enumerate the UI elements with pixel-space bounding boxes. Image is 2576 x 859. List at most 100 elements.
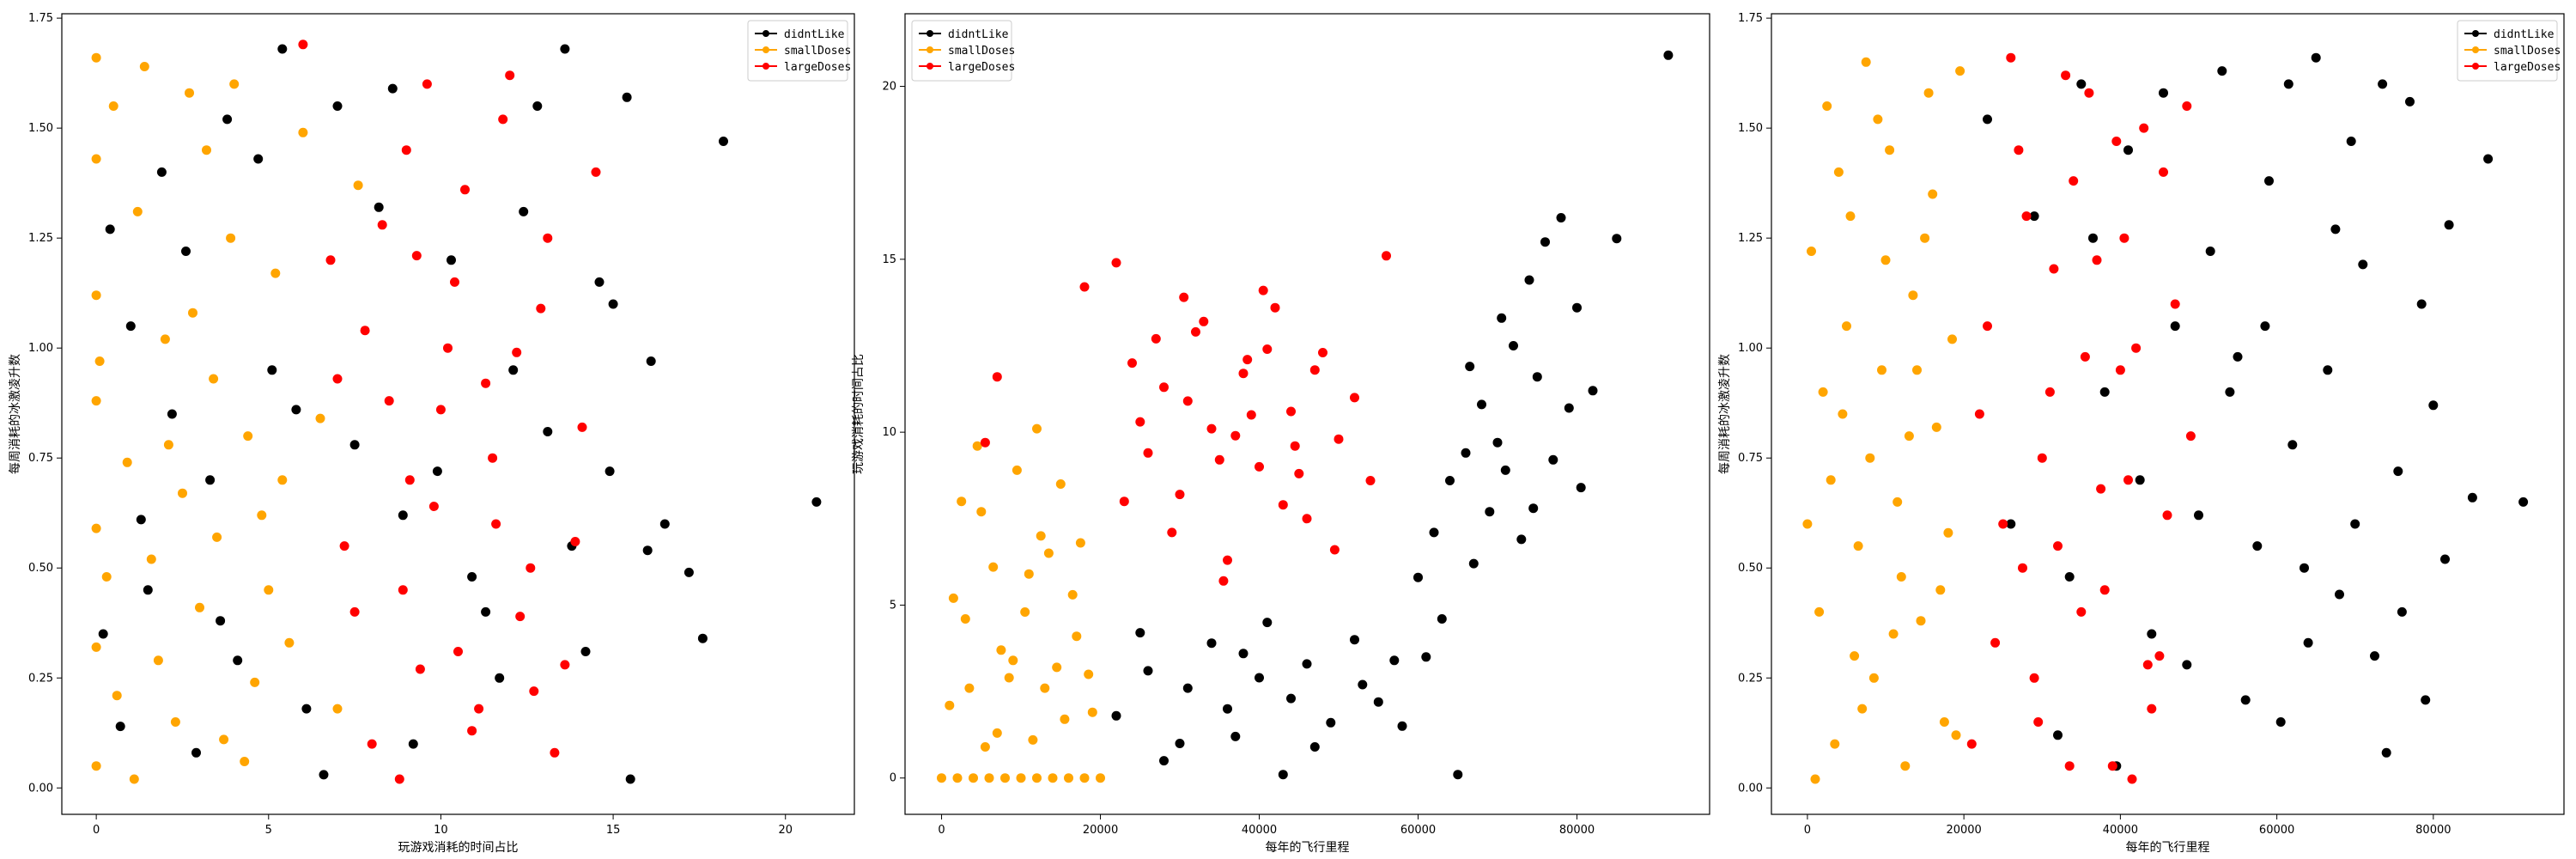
x-tick-label: 40000 [1242, 824, 1277, 837]
point-smallDoses [988, 562, 999, 572]
chart-panel-2: 0 20000 40000 60000 80000 0 5 10 15 20 每年的飞行里程 玩游戏消… [852, 13, 1710, 855]
point-smallDoses [980, 742, 990, 752]
point-didntLike [1548, 454, 1558, 465]
point-largeDoses [367, 739, 377, 749]
point-didntLike [1540, 237, 1550, 247]
legend-marker-didntLike [2472, 30, 2479, 37]
point-smallDoses [952, 773, 963, 783]
point-didntLike [1445, 476, 1455, 485]
point-smallDoses [1931, 422, 1941, 432]
point-didntLike [1524, 275, 1534, 285]
point-smallDoses [188, 308, 197, 318]
point-largeDoses [401, 145, 411, 155]
point-smallDoses [1943, 527, 1953, 538]
point-didntLike [608, 299, 618, 309]
point-didntLike [1500, 465, 1510, 475]
legend-label-didntLike: didntLike [948, 28, 1009, 41]
point-smallDoses [91, 154, 101, 164]
point-smallDoses [1810, 774, 1820, 784]
legend-marker-didntLike [762, 30, 769, 37]
point-didntLike [495, 673, 505, 683]
point-smallDoses [996, 645, 1006, 655]
point-didntLike [216, 616, 226, 626]
point-didntLike [2225, 387, 2235, 397]
point-smallDoses [1873, 114, 1883, 125]
point-largeDoses [577, 422, 587, 432]
legend-label-didntLike: didntLike [2494, 28, 2555, 41]
points-group [1802, 52, 2529, 784]
point-smallDoses [1822, 101, 1832, 111]
x-axis-label: 每年的飞行里程 [1266, 841, 1350, 855]
point-didntLike [1262, 618, 1273, 628]
point-largeDoses [1191, 326, 1200, 337]
point-smallDoses [209, 374, 219, 384]
point-didntLike [2135, 475, 2145, 485]
point-largeDoses [1242, 355, 1253, 365]
point-didntLike [1350, 635, 1359, 645]
point-largeDoses [1135, 417, 1145, 427]
point-didntLike [1373, 697, 1383, 707]
point-largeDoses [435, 405, 446, 415]
point-didntLike [2099, 387, 2110, 397]
point-didntLike [222, 114, 233, 125]
point-didntLike [1413, 572, 1423, 582]
point-didntLike [2252, 541, 2263, 551]
x-tick-label: 20 [778, 824, 793, 837]
point-smallDoses [1048, 773, 1058, 783]
point-didntLike [2303, 637, 2313, 648]
point-didntLike [1516, 534, 1527, 545]
point-smallDoses [964, 683, 975, 693]
point-didntLike [1461, 448, 1471, 458]
point-largeDoses [2076, 606, 2087, 617]
y-tick-label: 0.75 [1738, 452, 1763, 465]
point-smallDoses [178, 488, 187, 498]
legend-marker-largeDoses [762, 63, 769, 70]
legend-marker-largeDoses [2472, 63, 2479, 70]
point-didntLike [1175, 739, 1185, 748]
x-tick-label: 60000 [1400, 824, 1436, 837]
point-didntLike [2370, 651, 2379, 661]
point-smallDoses [948, 593, 958, 603]
point-didntLike [719, 137, 728, 146]
point-largeDoses [1143, 448, 1153, 458]
y-tick-label: 1.50 [1738, 122, 1763, 135]
point-largeDoses [1974, 409, 1984, 419]
point-didntLike [580, 647, 591, 656]
point-smallDoses [91, 290, 101, 301]
x-tick-label: 20000 [1946, 824, 1981, 837]
point-didntLike [2006, 519, 2016, 529]
point-didntLike [1255, 673, 1264, 683]
point-largeDoses [980, 437, 990, 448]
x-tick-label: 80000 [2415, 824, 2451, 837]
point-largeDoses [2096, 484, 2106, 494]
point-largeDoses [591, 167, 601, 177]
point-didntLike [594, 277, 605, 287]
point-largeDoses [1309, 365, 1320, 375]
point-didntLike [105, 224, 115, 235]
point-didntLike [1663, 50, 1674, 60]
legend-marker-largeDoses [927, 63, 933, 70]
point-didntLike [253, 154, 264, 164]
point-didntLike [1468, 558, 1479, 569]
y-tick-label: 0.50 [1738, 562, 1763, 575]
y-tick-label: 0 [890, 772, 896, 785]
y-tick-label: 0.25 [28, 672, 53, 685]
legend-label-smallDoses: smallDoses [948, 45, 1015, 58]
point-largeDoses [526, 563, 536, 573]
point-didntLike [683, 567, 694, 577]
point-largeDoses [1179, 292, 1189, 302]
point-largeDoses [2044, 387, 2055, 397]
point-smallDoses [122, 457, 132, 467]
point-largeDoses [570, 537, 580, 546]
point-largeDoses [1151, 333, 1161, 344]
point-smallDoses [1818, 387, 1828, 397]
point-smallDoses [1064, 773, 1073, 783]
point-didntLike [1528, 503, 1539, 514]
x-tick-label: 0 [1804, 824, 1811, 837]
point-didntLike [646, 356, 656, 366]
point-didntLike [2194, 510, 2203, 521]
point-smallDoses [976, 507, 987, 517]
point-smallDoses [353, 180, 363, 191]
point-largeDoses [1290, 441, 1300, 451]
plot-frame [1771, 13, 2565, 815]
